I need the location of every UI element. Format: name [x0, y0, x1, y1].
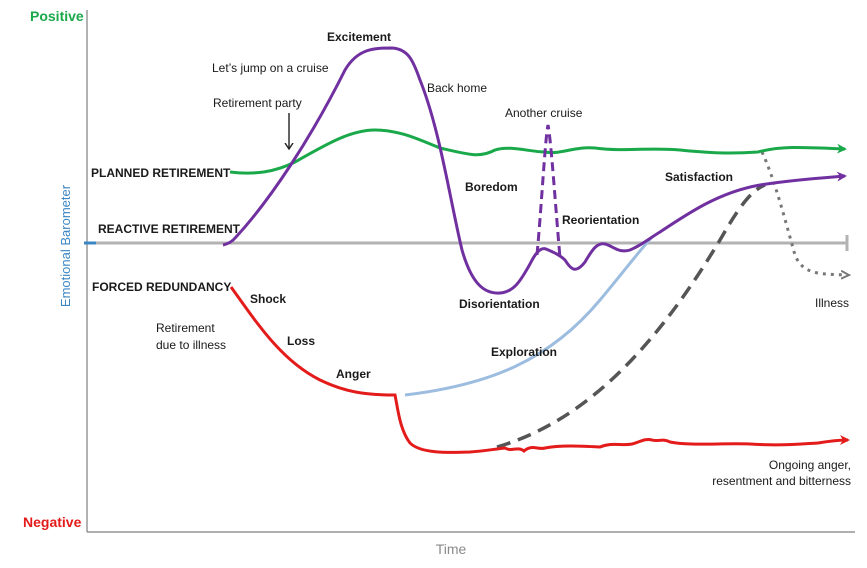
loss-label: Loss	[287, 334, 315, 348]
back-home-label: Back home	[427, 81, 487, 95]
illness-dotted-curve	[760, 151, 848, 275]
exploration-curve	[404, 235, 654, 397]
reorientation-label: Reorientation	[562, 213, 639, 227]
boredom-label: Boredom	[465, 180, 518, 194]
anger-label: Anger	[336, 367, 371, 381]
ongoing-anger-label-line1: Ongoing anger,	[769, 458, 851, 472]
another-cruise-label: Another cruise	[505, 106, 583, 120]
illness-label: Illness	[815, 296, 849, 310]
reactive-retirement-label: REACTIVE RETIREMENT	[98, 222, 241, 236]
axis-x-label: Time	[436, 541, 467, 557]
satisfaction-label: Satisfaction	[665, 170, 733, 184]
ongoing-anger-label-line2: resentment and bitterness	[712, 474, 851, 488]
recovery-dashed-curve	[496, 183, 766, 449]
planned-retirement-label: PLANNED RETIREMENT	[91, 166, 231, 180]
shock-label: Shock	[250, 292, 286, 306]
axis-negative-label: Negative	[23, 514, 82, 530]
disorientation-label: Disorientation	[459, 297, 540, 311]
forced-redundancy-curve	[229, 286, 850, 454]
axis-y-label: Emotional Barometer	[58, 184, 73, 307]
axis-positive-label: Positive	[30, 8, 84, 24]
retirement-illness-label-line1: Retirement	[156, 321, 215, 335]
planned-retirement-curve	[229, 128, 847, 175]
cruise-label: Let’s jump on a cruise	[212, 61, 329, 75]
exploration-label: Exploration	[491, 345, 557, 359]
excitement-label: Excitement	[327, 30, 391, 44]
reactive-retirement-curve	[222, 46, 847, 295]
retirement-illness-label-line2: due to illness	[156, 338, 226, 352]
forced-redundancy-label: FORCED REDUNDANCY	[92, 280, 231, 294]
retirement-party-label: Retirement party	[213, 96, 302, 110]
another-cruise-spike	[535, 124, 562, 259]
